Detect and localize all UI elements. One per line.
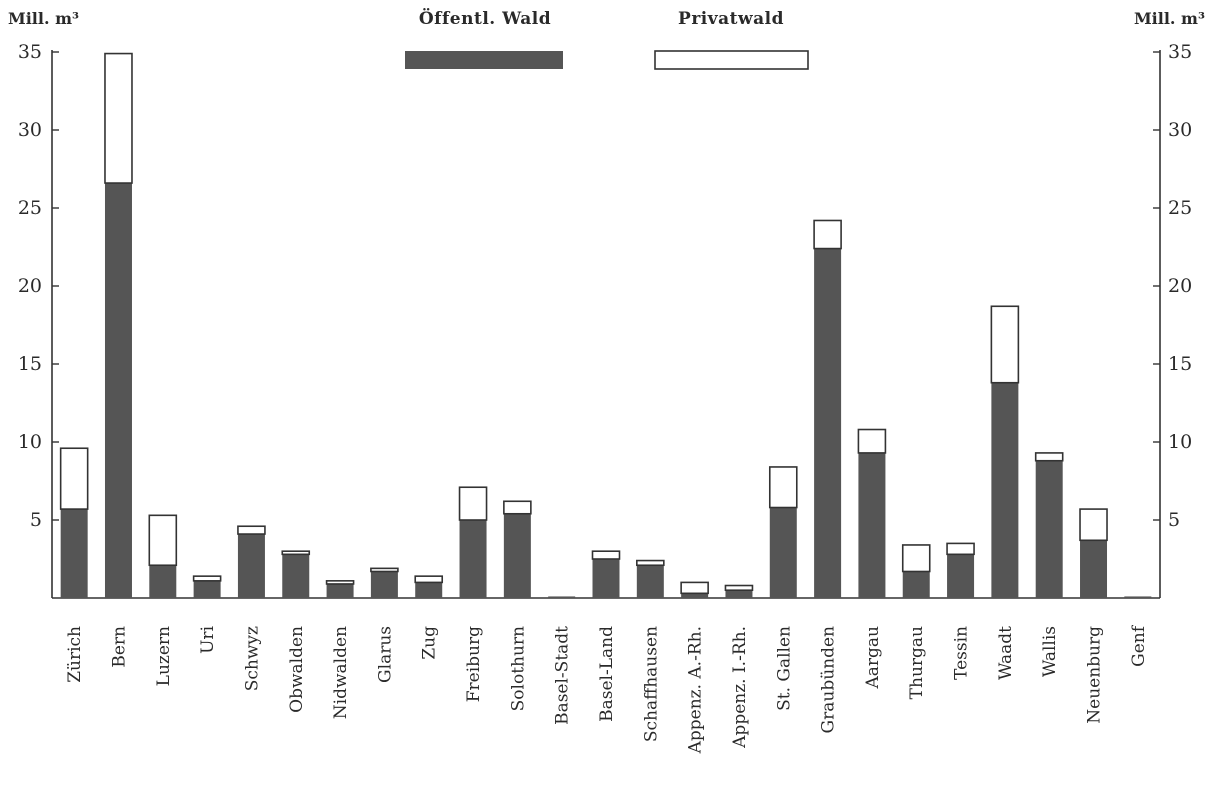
bar-private-forest: [1079, 508, 1108, 542]
bar-private-forest: [458, 486, 488, 521]
bar-private-forest: [104, 52, 133, 184]
left-y-tick-label: 15: [18, 353, 42, 375]
bar-public-forest: [193, 580, 221, 598]
bar-public-forest: [104, 183, 132, 599]
legend-label-public-forest: Öffentl. Wald: [419, 8, 551, 29]
category-label: St. Gallen: [774, 626, 794, 711]
bar-private-forest: [414, 575, 444, 584]
bar-private-forest: [59, 447, 89, 510]
category-label: Thurgau: [907, 626, 927, 699]
bar-public-forest: [415, 582, 443, 598]
legend-label-private-forest: Privatwald: [678, 9, 784, 29]
bar-public-forest: [1080, 540, 1108, 598]
bar-public-forest: [1124, 596, 1152, 598]
bar-private-forest: [237, 525, 266, 535]
right-y-tick-label: 5: [1168, 509, 1180, 531]
category-label: Uri: [198, 625, 218, 653]
bars: [59, 52, 1152, 599]
bar-public-forest: [326, 583, 354, 598]
bar-public-forest: [681, 593, 709, 598]
left-y-tick-label: 25: [18, 197, 42, 219]
right-y-tick-label: 25: [1168, 197, 1192, 219]
category-label: Neuenburg: [1085, 626, 1105, 724]
category-label: Genf: [1129, 624, 1149, 667]
category-label: Glarus: [375, 626, 395, 683]
bar-public-forest: [60, 509, 88, 598]
bar-public-forest: [725, 590, 753, 598]
category-label: Aargau: [863, 626, 883, 690]
bar-private-forest: [768, 466, 798, 509]
axes: 5 5 10 10 15 15 20 20 25 25 30 30 35 35: [18, 41, 1192, 599]
bar-public-forest: [282, 554, 310, 598]
bar-public-forest: [548, 596, 576, 598]
legend: Öffentl. Wald Privatwald: [405, 8, 809, 70]
bar-private-forest: [946, 542, 975, 556]
category-label: Wallis: [1040, 626, 1060, 677]
left-y-tick-label: 35: [18, 41, 42, 63]
bar-private-forest: [990, 305, 1020, 384]
right-y-tick-label: 35: [1168, 41, 1192, 63]
bar-public-forest: [459, 520, 487, 598]
bar-private-forest: [1034, 452, 1064, 462]
category-label: Zürich: [65, 626, 85, 683]
bar-private-forest: [857, 428, 887, 454]
bar-private-forest: [281, 550, 311, 556]
category-label: Basel-Land: [597, 626, 617, 722]
legend-swatch-public-forest: [405, 51, 563, 69]
category-label: Freiburg: [464, 626, 484, 702]
right-y-tick-label: 10: [1168, 431, 1192, 453]
right-y-tick-label: 30: [1168, 119, 1192, 141]
left-y-tick-label: 5: [30, 509, 42, 531]
bar-private-forest: [724, 584, 754, 592]
bar-private-forest: [636, 559, 665, 567]
bar-private-forest: [370, 567, 399, 573]
right-y-tick-label: 15: [1168, 353, 1192, 375]
left-y-tick-label: 10: [18, 431, 42, 453]
right-y-unit-label: Mill. m³: [1134, 9, 1205, 28]
bar-public-forest: [149, 565, 177, 598]
bar-public-forest: [503, 513, 531, 598]
bar-public-forest: [237, 534, 265, 598]
left-y-tick-label: 30: [18, 119, 42, 141]
category-label: Schaffhausen: [641, 626, 661, 742]
category-label: Nidwalden: [331, 626, 351, 719]
bar-public-forest: [636, 565, 664, 598]
bar-public-forest: [592, 559, 620, 598]
category-label: Graubünden: [819, 626, 839, 734]
category-label: Appenz. A.-Rh.: [686, 626, 706, 754]
bar-private-forest: [813, 219, 842, 250]
category-label: Waadt: [996, 626, 1016, 680]
bar-private-forest: [325, 580, 355, 585]
category-label: Tessin: [952, 626, 972, 680]
bar-public-forest: [947, 554, 975, 598]
category-label: Luzern: [154, 626, 174, 686]
category-label: Schwyz: [242, 626, 262, 691]
bar-private-forest: [680, 581, 709, 595]
bar-public-forest: [902, 571, 930, 598]
legend-swatch-private-forest: [654, 50, 809, 70]
bar-private-forest: [591, 550, 621, 560]
left-y-tick-label: 20: [18, 275, 42, 297]
bar-private-forest: [901, 544, 931, 573]
bar-public-forest: [769, 507, 797, 598]
bar-private-forest: [192, 575, 222, 582]
category-labels: Zürich Bern Luzern Uri Schwyz Obwalden Nidwald…: [65, 624, 1149, 754]
category-label: Solothurn: [508, 626, 528, 711]
bar-public-forest: [1035, 460, 1063, 598]
category-label: Appenz. I.-Rh.: [730, 626, 750, 749]
category-label: Zug: [420, 626, 440, 660]
bar-public-forest: [991, 382, 1019, 598]
category-label: Obwalden: [287, 626, 307, 713]
right-y-tick-label: 20: [1168, 275, 1192, 297]
category-label: Basel-Stadt: [553, 626, 573, 725]
bar-public-forest: [858, 452, 886, 598]
category-label: Bern: [109, 626, 129, 668]
left-y-unit-label: Mill. m³: [8, 9, 79, 28]
bar-public-forest: [370, 571, 398, 598]
bar-private-forest: [148, 514, 178, 567]
bar-public-forest: [814, 248, 842, 598]
bar-private-forest: [503, 500, 532, 515]
